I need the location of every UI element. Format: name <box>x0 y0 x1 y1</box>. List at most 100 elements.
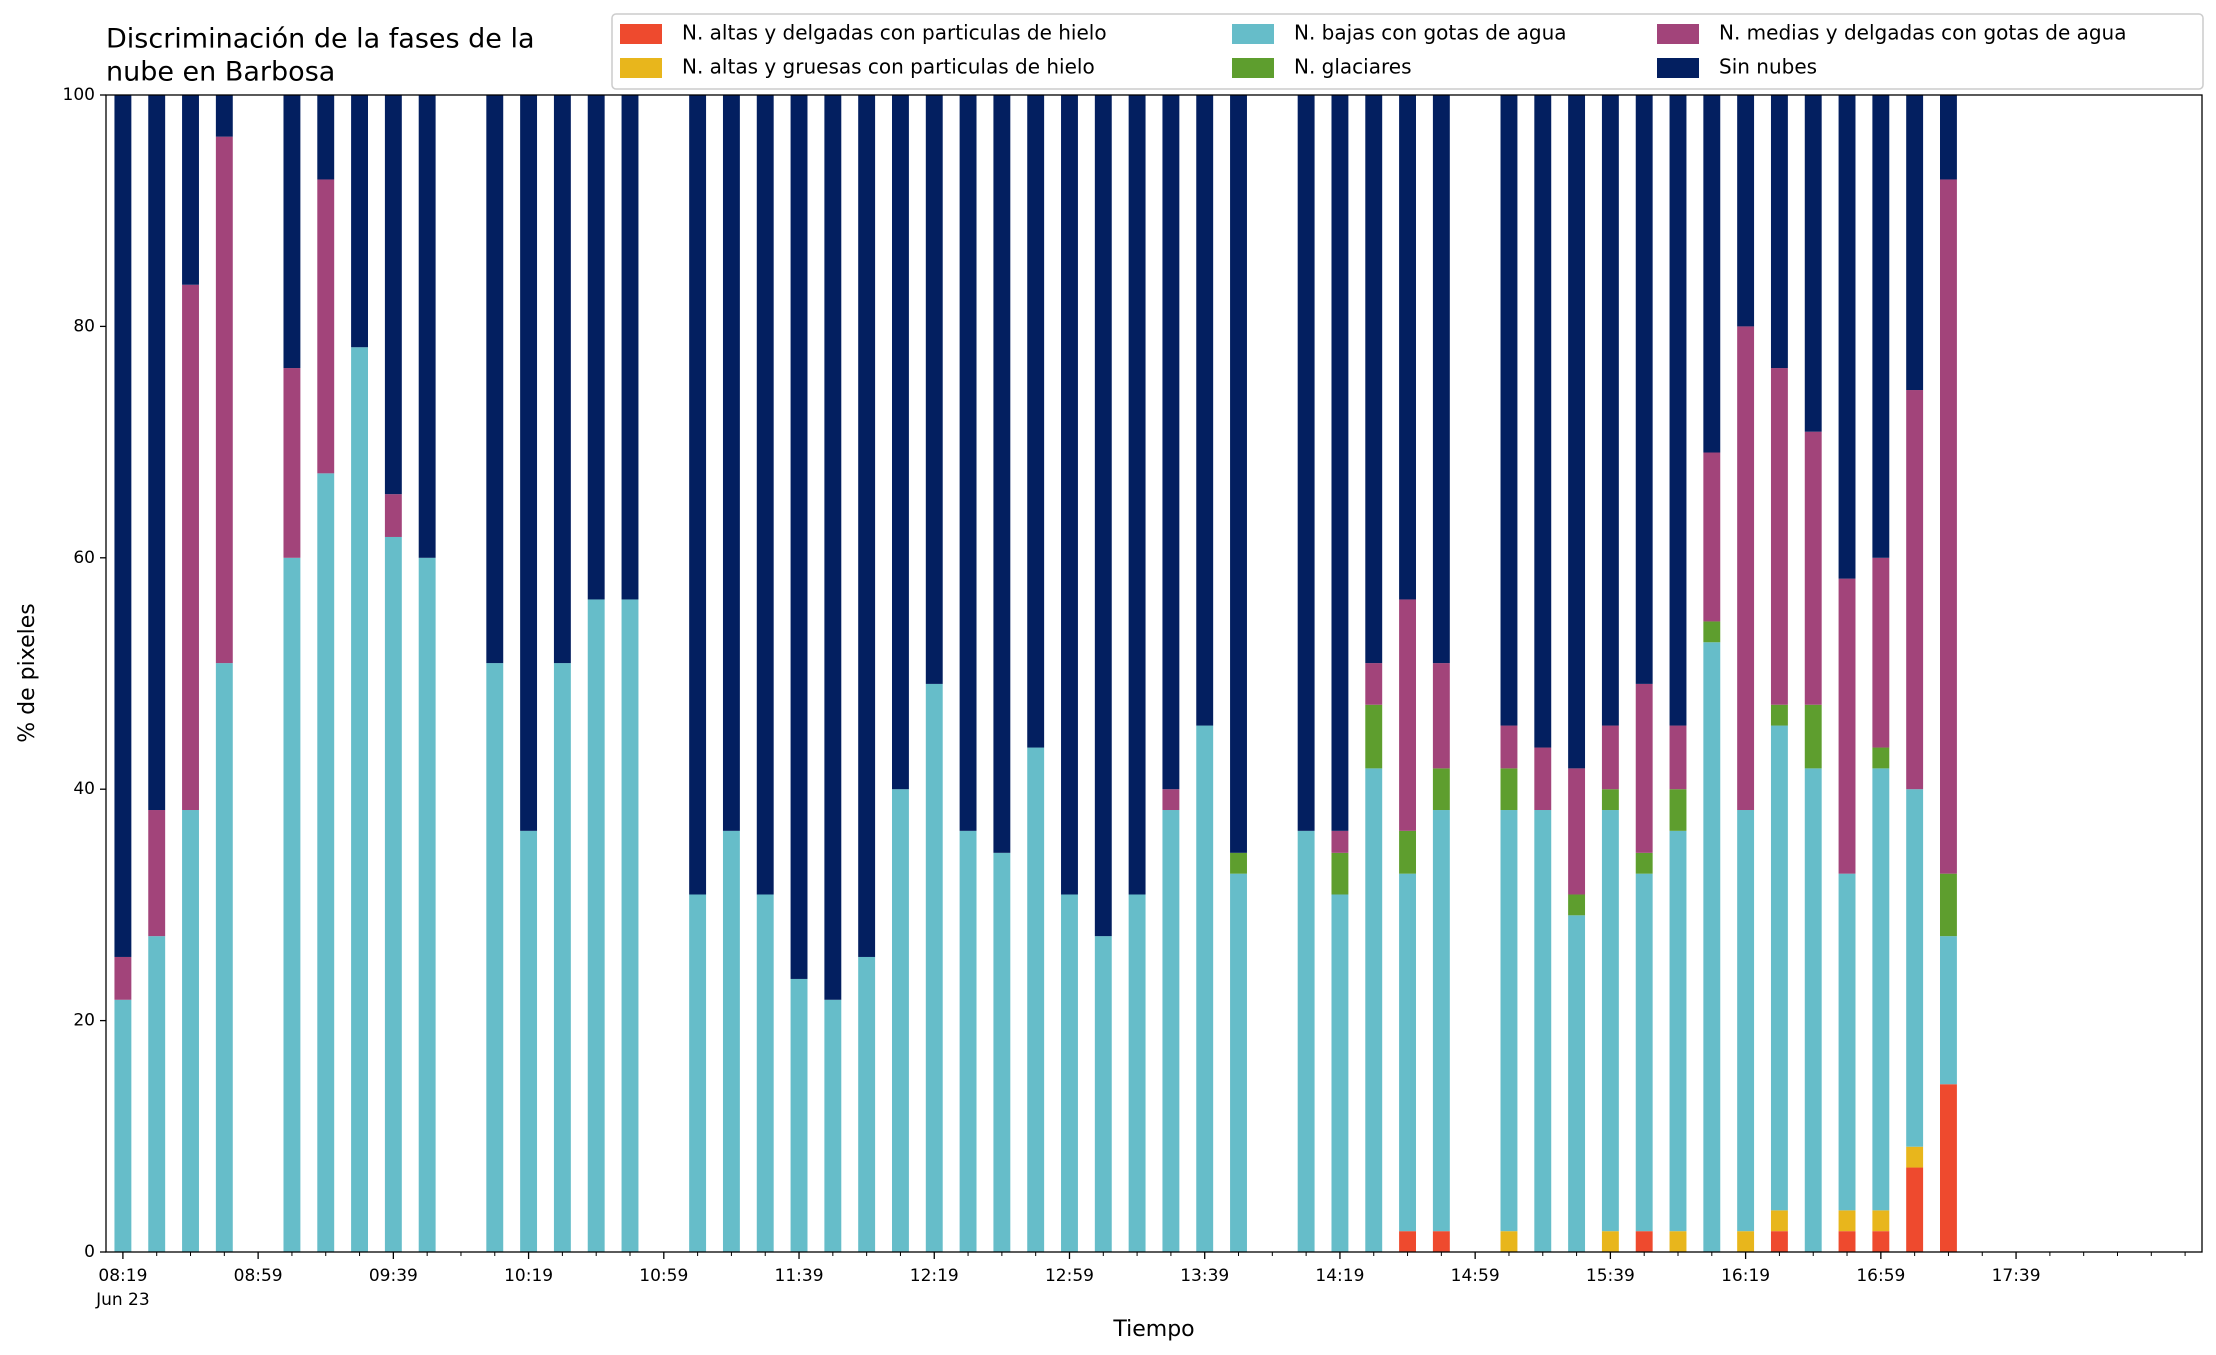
bar-segment <box>1940 179 1957 874</box>
bar-segment <box>1737 1231 1755 1252</box>
bar-segment <box>824 95 842 1000</box>
bar-segment <box>1872 1210 1890 1232</box>
bar-segment <box>1703 642 1721 1252</box>
x-tick-label: 12:59 <box>1045 1266 1094 1286</box>
bar-segment <box>1365 704 1383 769</box>
bar-segment <box>1669 789 1687 831</box>
x-tick-label: 08:19 <box>98 1266 147 1286</box>
bar-segment <box>1940 873 1957 937</box>
bar-segment <box>1669 1231 1687 1252</box>
bar-segment <box>1500 768 1518 811</box>
bar-segment <box>1196 725 1214 1252</box>
x-tick-label: 10:19 <box>504 1266 553 1286</box>
bar-segment <box>892 789 909 1252</box>
bar-segment <box>858 95 876 957</box>
bar-segment <box>1838 95 1856 579</box>
bar-segment <box>418 95 436 558</box>
x-date-label: Jun 23 <box>95 1290 150 1310</box>
bar-segment <box>689 894 707 1252</box>
bar-segment <box>1027 95 1045 748</box>
bar-segment <box>858 956 876 1252</box>
bar-segment <box>1568 894 1586 916</box>
legend-swatch <box>620 24 662 44</box>
bar-segment <box>351 95 368 348</box>
bar-segment <box>1872 95 1890 558</box>
bar-segment <box>1635 1231 1653 1252</box>
bar-segment <box>621 95 639 600</box>
bar-segment <box>1703 95 1721 453</box>
bar-segment <box>1162 789 1180 811</box>
bar-segment <box>283 368 301 558</box>
bar-segment <box>1906 789 1924 1147</box>
bar-segment <box>182 95 199 285</box>
bar-segment <box>1128 95 1146 895</box>
legend-label: N. altas y delgadas con particulas de hi… <box>682 21 1107 45</box>
bar-segment <box>148 95 166 811</box>
bar-segment <box>148 936 166 1252</box>
bar-segment <box>1770 368 1788 705</box>
bar-segment <box>1770 725 1788 1211</box>
bar-segment <box>1432 95 1450 664</box>
bar-segment <box>1804 704 1822 769</box>
bar-segment <box>1534 810 1552 1252</box>
legend-swatch <box>1232 24 1274 44</box>
bar-segment <box>1061 894 1078 1252</box>
bar-segment <box>1568 95 1586 769</box>
y-tick-label: 100 <box>63 85 95 105</box>
x-tick-label: 17:39 <box>1992 1266 2041 1286</box>
bar-segment <box>1128 894 1146 1252</box>
bar-segment <box>1770 704 1788 726</box>
bar-segment <box>148 810 166 937</box>
bar-segment <box>1872 768 1890 1211</box>
legend-swatch <box>620 58 662 78</box>
bar-segment <box>351 347 368 1252</box>
bar-segment <box>587 95 605 600</box>
bar-segment <box>1534 747 1552 811</box>
bar-segment <box>182 810 199 1252</box>
bar-segment <box>1872 747 1890 769</box>
bar-segment <box>1027 747 1045 1252</box>
bar-segment <box>1635 95 1653 684</box>
bar-segment <box>756 894 774 1252</box>
bar-segment <box>1534 95 1552 748</box>
bar-segment <box>621 599 639 1252</box>
bar-segment <box>1297 830 1315 1252</box>
bar-segment <box>317 179 335 474</box>
bar-segment <box>1061 95 1078 895</box>
x-axis-label: Tiempo <box>1112 1317 1194 1342</box>
bar-segment <box>1838 578 1856 874</box>
bar-segment <box>1872 1231 1890 1252</box>
bar-segment <box>790 978 808 1252</box>
bar-segment <box>1703 621 1721 643</box>
bar-segment <box>1770 1231 1788 1252</box>
bar-segment <box>1940 1084 1957 1252</box>
bar-segment <box>486 663 504 1252</box>
bar-segment <box>1399 599 1416 831</box>
bar-segment <box>1399 95 1416 600</box>
bar-segment <box>1906 1146 1924 1168</box>
legend-swatch <box>1657 58 1699 78</box>
bar-segment <box>1601 95 1619 726</box>
bar-segment <box>1872 557 1890 748</box>
bar-segment <box>722 830 740 1252</box>
bar-segment <box>1365 768 1383 1252</box>
bar-segment <box>384 95 402 495</box>
bar-segment <box>993 95 1011 853</box>
bar-segment <box>1500 725 1518 769</box>
bar-segment <box>1568 768 1586 895</box>
legend-label: N. glaciares <box>1294 55 1412 79</box>
bar-segment <box>384 494 402 537</box>
bar-segment <box>1635 852 1653 874</box>
bar-segment <box>486 95 504 664</box>
legend-swatch <box>1657 24 1699 44</box>
bar-segment <box>1432 810 1450 1232</box>
bar-segment <box>1432 768 1450 811</box>
bar-segment <box>1601 725 1619 790</box>
bar-segment <box>1331 830 1349 853</box>
bar-segment <box>1838 873 1856 1211</box>
bar-segment <box>756 95 774 895</box>
bar-segment <box>1500 810 1518 1232</box>
x-tick-label: 15:39 <box>1586 1266 1635 1286</box>
bar-segment <box>1601 1231 1619 1252</box>
